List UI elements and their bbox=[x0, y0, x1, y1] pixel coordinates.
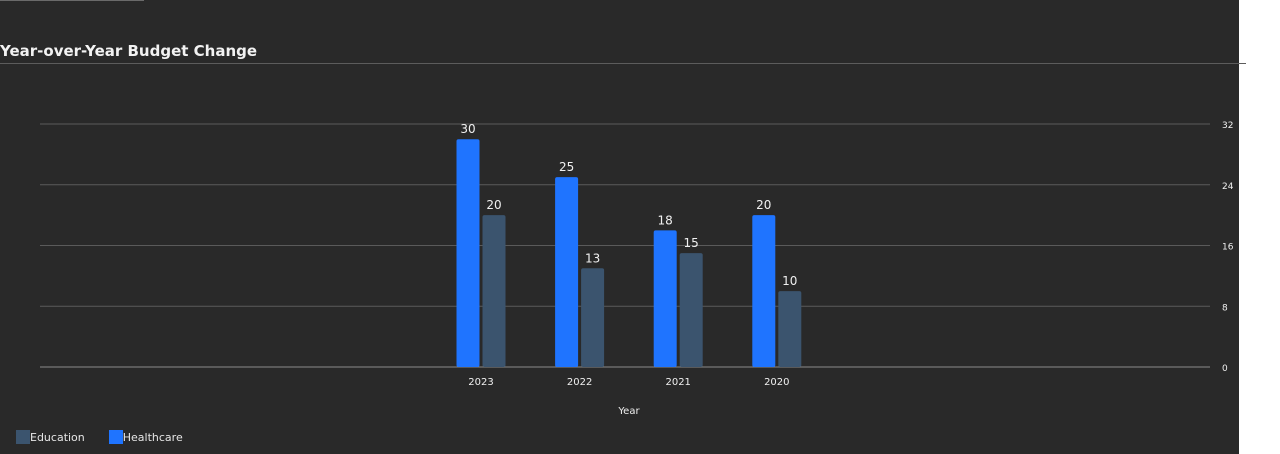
bar-education-2021 bbox=[679, 253, 703, 367]
legend-item-healthcare[interactable]: Healthcare bbox=[108, 430, 183, 444]
data-label: 10 bbox=[782, 274, 797, 288]
chart-panel bbox=[0, 0, 1239, 454]
y-tick-label: 8 bbox=[1222, 303, 1228, 313]
legend-swatch-education bbox=[16, 430, 30, 444]
bar-education-2023 bbox=[482, 215, 506, 367]
legend: Education Healthcare bbox=[16, 430, 207, 444]
legend-swatch-healthcare bbox=[108, 430, 123, 444]
legend-label-healthcare: Healthcare bbox=[122, 430, 183, 444]
bar-education-2022 bbox=[581, 268, 605, 367]
bar-education-2020 bbox=[778, 291, 802, 367]
y-tick-label: 0 bbox=[1222, 364, 1228, 374]
data-label: 20 bbox=[486, 198, 501, 212]
x-axis-title: Year bbox=[617, 406, 640, 417]
data-label: 20 bbox=[756, 198, 771, 212]
legend-item-education[interactable]: Education bbox=[16, 430, 85, 444]
bar-healthcare-2020 bbox=[752, 215, 776, 367]
data-label: 13 bbox=[585, 251, 600, 265]
data-label: 30 bbox=[460, 122, 475, 136]
data-label: 18 bbox=[658, 213, 673, 227]
y-tick-label: 32 bbox=[1222, 121, 1233, 131]
data-label: 25 bbox=[559, 160, 574, 174]
x-tick-label: 2020 bbox=[764, 377, 789, 388]
data-label: 15 bbox=[684, 236, 699, 250]
x-tick-label: 2021 bbox=[665, 377, 690, 388]
y-tick-label: 16 bbox=[1222, 243, 1234, 253]
chart-title: Year-over-Year Budget Change bbox=[0, 42, 258, 60]
bar-healthcare-2021 bbox=[653, 230, 677, 367]
bar-healthcare-2022 bbox=[555, 177, 579, 367]
y-tick-label: 24 bbox=[1222, 182, 1234, 192]
top-divider bbox=[0, 0, 144, 1]
x-tick-label: 2023 bbox=[468, 377, 493, 388]
legend-label-education: Education bbox=[30, 430, 85, 444]
bar-healthcare-2023 bbox=[456, 139, 480, 367]
x-tick-label: 2022 bbox=[567, 377, 592, 388]
title-divider bbox=[0, 63, 1246, 64]
